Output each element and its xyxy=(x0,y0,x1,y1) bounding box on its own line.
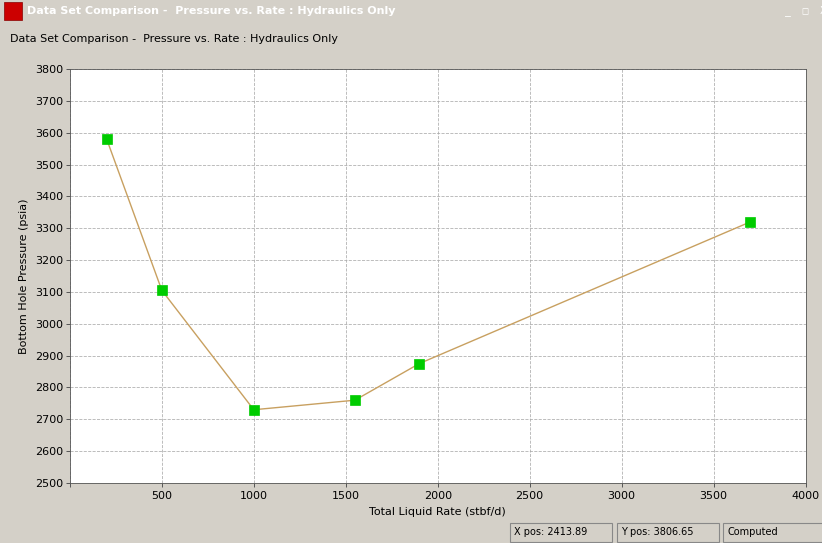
Text: Data Set Comparison -  Pressure vs. Rate : Hydraulics Only: Data Set Comparison - Pressure vs. Rate … xyxy=(27,6,395,16)
Text: Computed: Computed xyxy=(727,527,778,537)
X-axis label: Total Liquid Rate (stbf/d): Total Liquid Rate (stbf/d) xyxy=(369,507,506,517)
Text: Y pos: 3806.65: Y pos: 3806.65 xyxy=(621,527,693,537)
Bar xyxy=(723,523,822,542)
Bar xyxy=(616,523,719,542)
Text: Data Set Comparison -  Pressure vs. Rate : Hydraulics Only: Data Set Comparison - Pressure vs. Rate … xyxy=(10,34,338,44)
Bar xyxy=(4,2,22,20)
Y-axis label: Bottom Hole Pressure (psia): Bottom Hole Pressure (psia) xyxy=(19,198,29,353)
Text: _  □  X: _ □ X xyxy=(785,5,822,16)
Text: X pos: 2413.89: X pos: 2413.89 xyxy=(514,527,587,537)
Bar xyxy=(510,523,612,542)
